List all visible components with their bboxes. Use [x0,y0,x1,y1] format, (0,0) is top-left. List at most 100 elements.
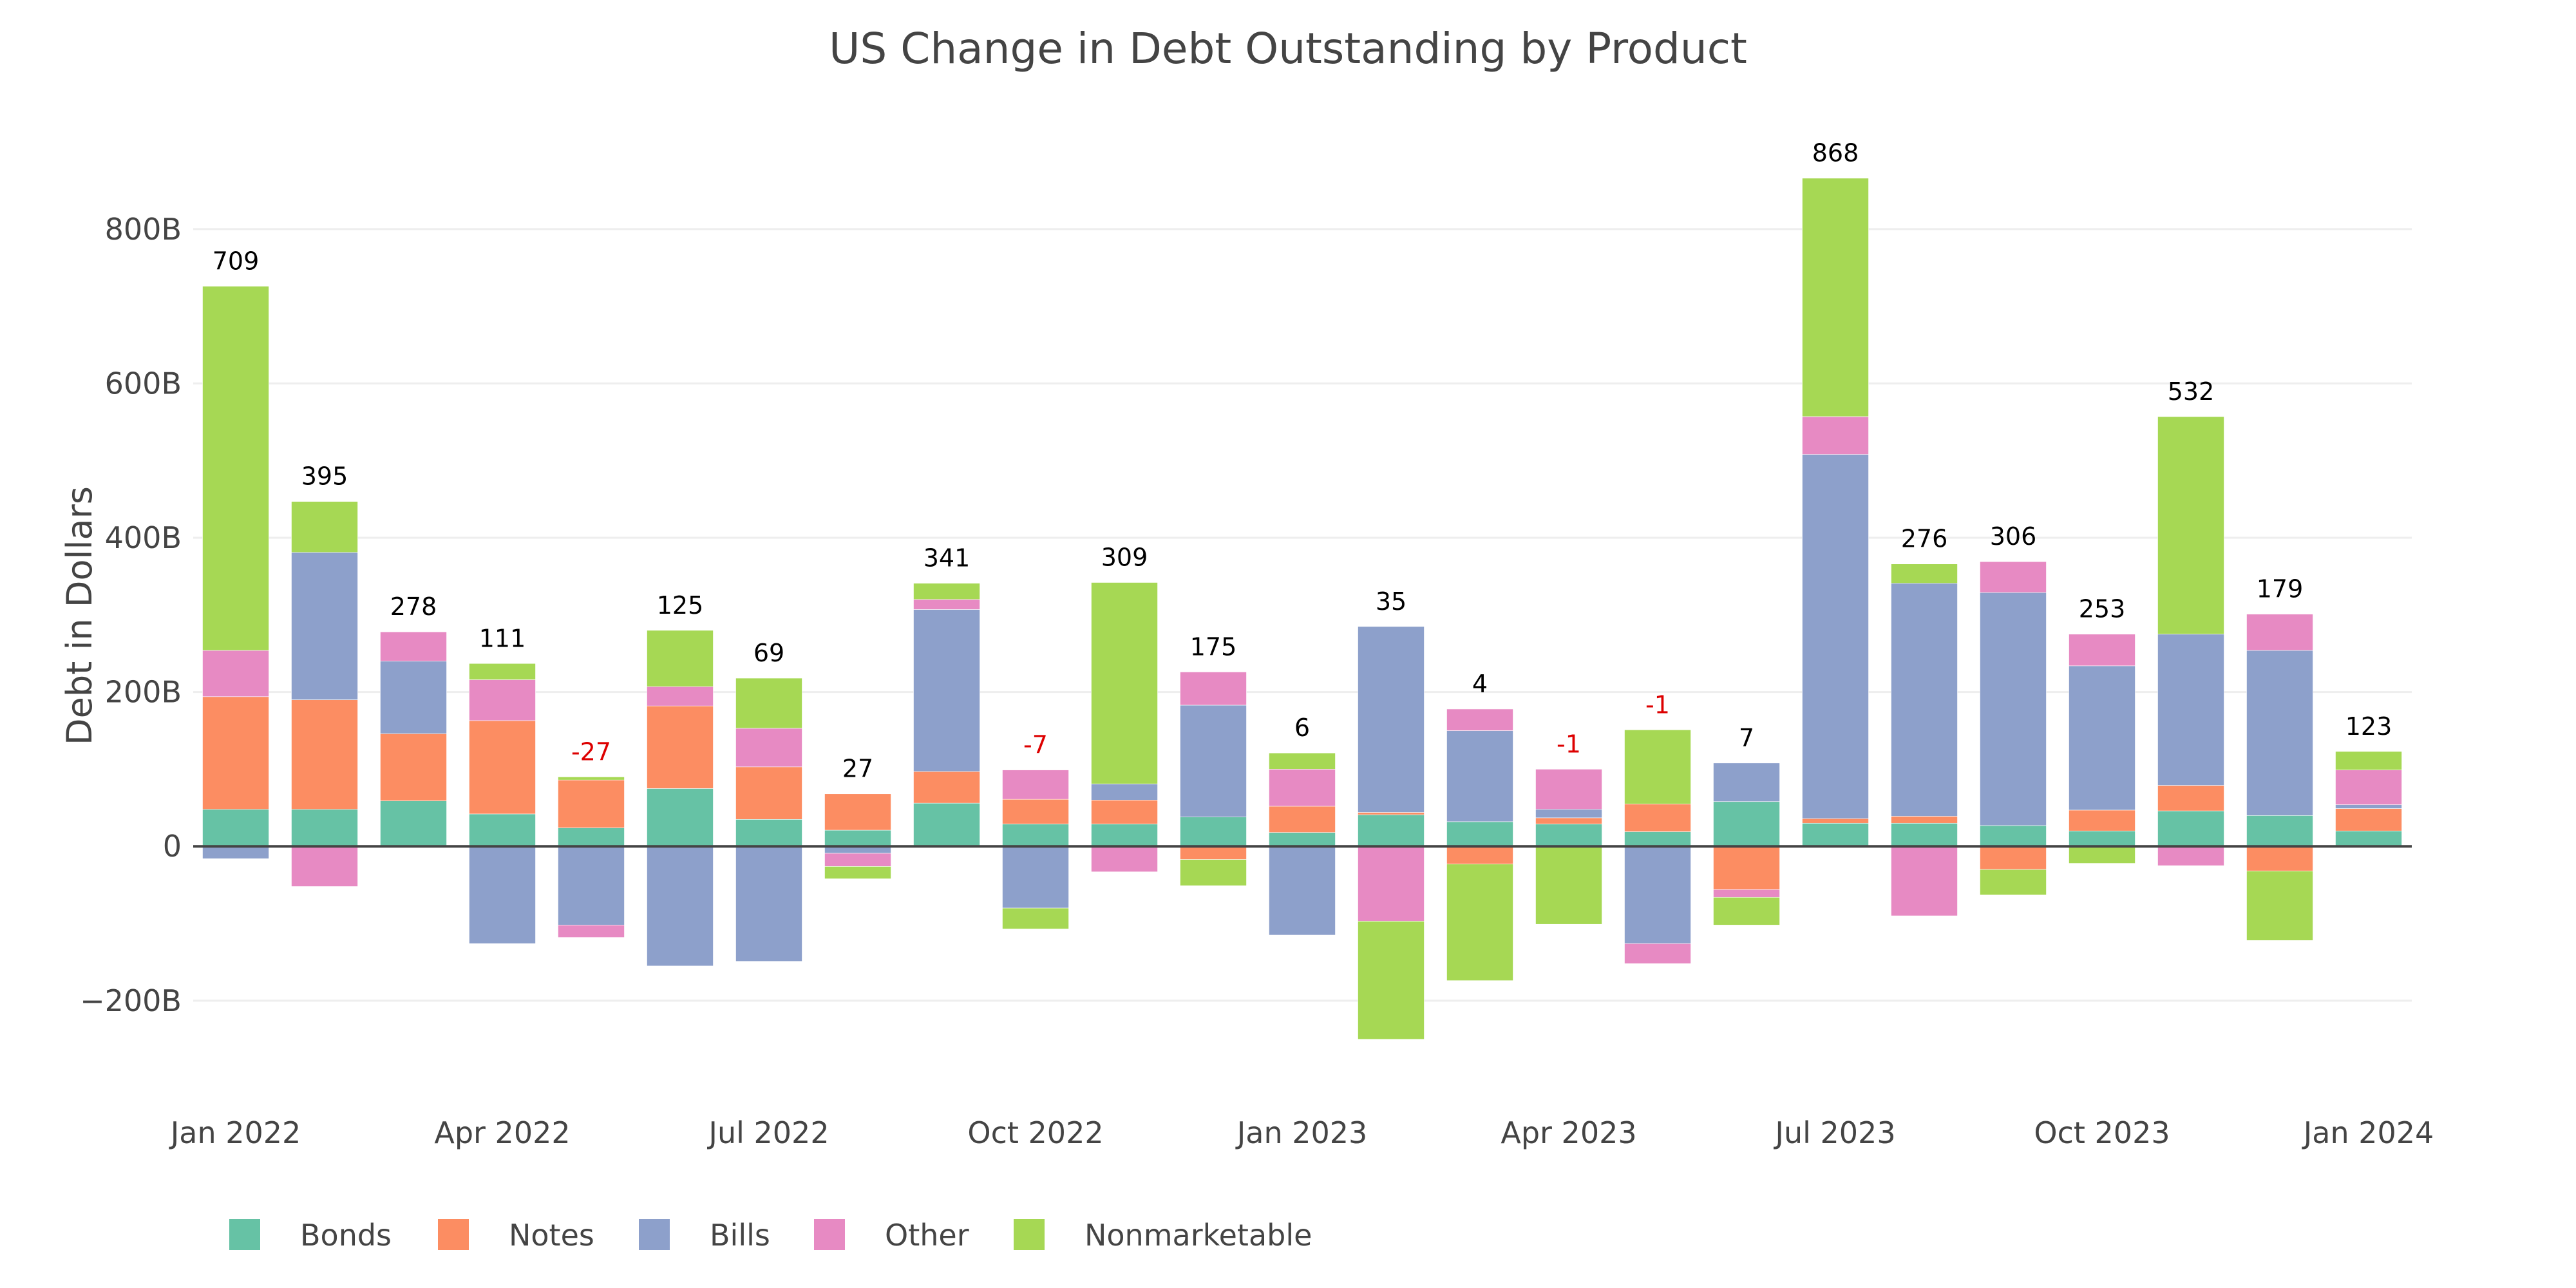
legend-label: Bonds [300,1218,392,1253]
bar-segment-bonds [1180,817,1247,847]
bar-segment-notes [2069,810,2136,831]
bar-segment-notes [1002,799,1069,824]
bar-segment-nonmarketable [647,630,714,687]
bar-segment-other [1002,770,1069,800]
legend-label: Other [885,1218,969,1253]
series-notes [202,696,2402,890]
bar-segment-notes [380,733,447,801]
bar-segment-nonmarketable [202,286,269,651]
y-tick-label: 400B [105,520,182,555]
bar-segment-nonmarketable [735,677,802,729]
bar-segment-nonmarketable [2157,416,2224,635]
bar-segment-bonds [1269,832,1336,847]
total-label: 253 [2079,595,2126,623]
bar-segment-bonds [1624,831,1691,847]
chart-title: US Change in Debt Outstanding by Product [829,24,1747,73]
bar-segment-other [1180,672,1247,706]
legend-label: Notes [509,1218,594,1253]
bar-segment-other [824,853,891,867]
series-other [202,416,2402,964]
bar-segment-bonds [558,828,625,847]
total-label: 395 [301,462,348,491]
bar-segment-other [1269,769,1336,807]
total-label: 278 [390,592,437,621]
bar-segment-notes [2335,808,2402,831]
bar-segment-bonds [2335,830,2402,847]
bar-segment-other [202,650,269,697]
bar-segment-nonmarketable [291,501,358,553]
bar-segment-bills [469,846,536,944]
total-label: 532 [2168,377,2215,406]
x-tick-label: Oct 2023 [2034,1115,2170,1150]
bar-segment-bonds [2157,810,2224,847]
bar-segment-notes [202,696,269,810]
legend-item-nonmarketable: Nonmarketable [1014,1218,1312,1253]
bar-segment-bonds [824,829,891,847]
bar-segment-bonds [1535,824,1602,847]
bar-segment-notes [913,771,980,804]
bar-segment-notes [1624,804,1691,832]
bar-segment-bills [1713,762,1780,802]
bar-segment-nonmarketable [1446,864,1513,981]
bar-segment-notes [1446,846,1513,865]
total-label: 123 [2345,712,2392,741]
x-tick-label: Jan 2024 [2302,1115,2434,1150]
bar-segment-other [1891,846,1958,916]
y-tick-label: 0 [163,829,182,864]
bar-segment-nonmarketable [1713,896,1780,925]
bar-segment-nonmarketable [2335,751,2402,770]
bar-segment-notes [1802,818,1869,824]
legend-swatch [1014,1219,1045,1250]
bar-segment-notes [735,766,802,820]
y-axis-title: Debt in Dollars [59,486,100,745]
total-label: -7 [1023,731,1048,759]
series-bonds [202,788,2402,847]
bar-segment-other [1980,561,2047,593]
bar-segment-nonmarketable [1180,859,1247,886]
bar-segment-bills [1091,783,1158,800]
bar-segment-notes [647,705,714,789]
bar-segment-other [735,728,802,768]
x-tick-label: Oct 2022 [967,1115,1103,1150]
bar-segment-notes [291,699,358,810]
bar-segment-notes [1091,800,1158,824]
bar-segment-bonds [1446,821,1513,847]
x-tick-label: Apr 2022 [434,1115,570,1150]
bar-segment-bills [1802,454,1869,819]
bar-segment-bonds [202,809,269,847]
bar-segment-other [1713,889,1780,898]
bar-segment-bills [2157,634,2224,786]
bar-segment-nonmarketable [2246,871,2313,941]
bar-segment-bonds [380,800,447,847]
bar-segment-notes [469,720,536,815]
y-tick-label: 200B [105,675,182,710]
series-nonmarketable [202,178,2402,1040]
bar-segment-bills [735,846,802,962]
total-label: -27 [571,737,611,766]
total-labels: 709 395 278 111 -27 125 69 27 341 -7 309 175 6 35 4 -1 -… [213,139,2392,783]
bar-segment-nonmarketable [1002,907,1069,929]
bar-segment-bonds [2246,815,2313,847]
x-axis-ticks: Jan 2022 Apr 2022 Jul 2022 Oct 2022 Jan 2023… [169,1115,2434,1150]
bar-segment-nonmarketable [1269,752,1336,770]
legend: Bonds Notes Bills Other Nonmarketable [229,1218,1312,1253]
bar-segment-bills [380,661,447,734]
total-label: -1 [1557,730,1581,758]
total-label: 125 [657,591,704,620]
y-tick-label: 600B [105,366,182,401]
bar-segment-nonmarketable [558,777,625,781]
bar-segment-notes [2157,785,2224,811]
bar-segment-bonds [1891,822,1958,847]
bar-segment-notes [824,793,891,831]
bar-segment-nonmarketable [2069,846,2136,864]
bar-segment-bonds [1713,801,1780,847]
total-label: 868 [1812,139,1859,167]
legend-item-bonds: Bonds [229,1218,392,1253]
bar-segment-bills [1180,705,1247,817]
legend-swatch [639,1219,670,1250]
total-label: 709 [213,247,260,275]
bar-segment-other [558,925,625,938]
legend-swatch [814,1219,845,1250]
bar-segment-bills [1269,846,1336,936]
legend-swatch [229,1219,260,1250]
